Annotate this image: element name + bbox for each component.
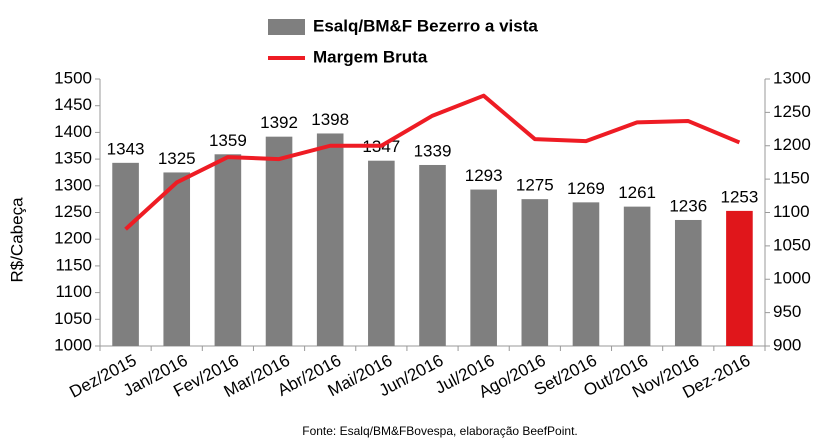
bar <box>572 202 600 346</box>
line-series <box>124 93 741 231</box>
data-label: 1236 <box>669 196 707 215</box>
y-axis-label: R$/Cabeça <box>7 197 26 283</box>
bar <box>265 136 293 346</box>
y-tick-label: 1250 <box>54 202 92 221</box>
y-tick-label: 1100 <box>55 282 92 301</box>
y2-tick-label: 1050 <box>773 235 811 254</box>
y-tick-label: 1000 <box>54 335 92 354</box>
legend-label: Esalq/BM&F Bezerro a vista <box>313 16 538 35</box>
data-label: 1261 <box>618 183 656 202</box>
data-label: 1339 <box>414 141 452 160</box>
data-label: 1359 <box>209 131 247 150</box>
bar <box>419 164 446 346</box>
y2-tick-label: 950 <box>773 302 801 321</box>
data-label: 1325 <box>158 149 196 168</box>
y2-tick-label: 1100 <box>773 202 810 221</box>
data-label: 1253 <box>721 187 759 206</box>
bar <box>521 199 549 346</box>
legend-swatch <box>268 19 305 35</box>
bar <box>726 210 753 346</box>
data-label: 1392 <box>260 113 298 132</box>
y2-tick-label: 1150 <box>773 169 810 188</box>
y-tick-label: 1400 <box>54 122 92 141</box>
data-label: 1275 <box>516 176 554 195</box>
y2-tick-label: 1000 <box>773 269 811 288</box>
bar <box>163 172 191 346</box>
y-tick-label: 1050 <box>54 309 92 328</box>
bar <box>470 189 497 346</box>
data-label: 1269 <box>567 179 605 198</box>
y2-tick-label: 900 <box>773 335 801 354</box>
y-tick-label: 1300 <box>54 175 92 194</box>
data-label: 1343 <box>107 139 145 158</box>
source-note: Fonte: Esalq/BM&FBovespa, elaboração Bee… <box>302 424 578 438</box>
data-label: 1293 <box>465 166 503 185</box>
y2-tick-label: 1250 <box>773 102 811 121</box>
y-tick-label: 1450 <box>54 95 92 114</box>
y2-tick-label: 1200 <box>773 135 811 154</box>
bar <box>112 162 139 346</box>
bar <box>674 219 702 346</box>
bar <box>368 160 395 346</box>
bar <box>214 154 242 346</box>
data-label: 1398 <box>311 110 349 129</box>
y-tick-label: 1500 <box>54 68 92 87</box>
y-tick-label: 1200 <box>54 229 92 248</box>
y-tick-label: 1150 <box>55 255 92 274</box>
legend-label: Margem Bruta <box>313 47 428 66</box>
bar <box>316 133 344 346</box>
y-tick-label: 1350 <box>54 149 92 168</box>
bar <box>623 206 651 346</box>
y2-tick-label: 1300 <box>773 68 811 87</box>
